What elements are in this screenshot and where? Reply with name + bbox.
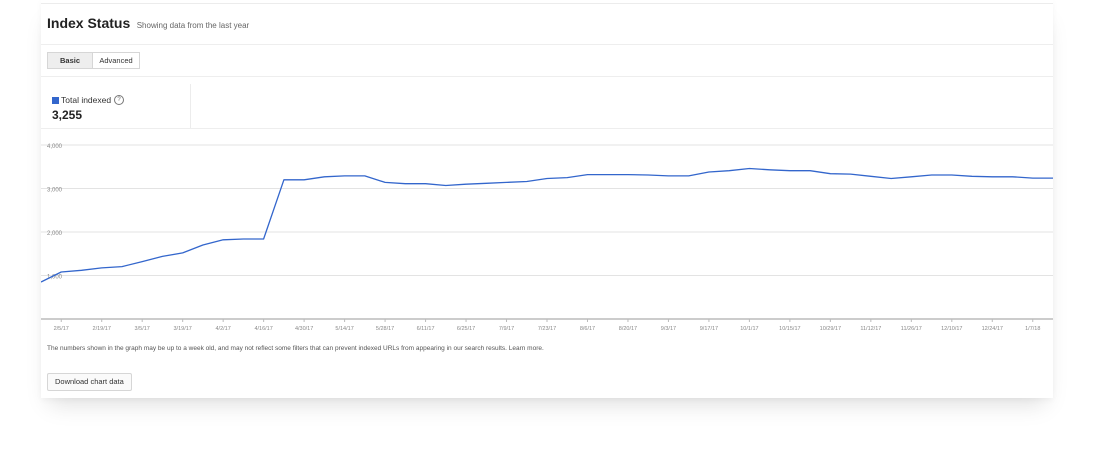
x-tick-label: 3/5/17 — [135, 326, 150, 332]
chart-footnote: The numbers shown in the graph may be up… — [47, 345, 544, 352]
x-tick-label: 2/19/17 — [93, 326, 111, 332]
download-chart-data-button[interactable]: Download chart data — [47, 373, 132, 391]
metric-value: 3,255 — [52, 108, 83, 122]
y-tick-label: 4,000 — [47, 144, 63, 150]
help-circle-icon[interactable]: ? — [114, 95, 125, 105]
header: Index Status Showing data from the last … — [47, 15, 249, 33]
x-tick-label: 12/10/17 — [941, 326, 962, 332]
metric-label: Total indexed — [61, 95, 112, 105]
x-tick-label: 8/20/17 — [619, 326, 637, 332]
divider — [41, 44, 1053, 45]
y-tick-label: 2,000 — [47, 231, 63, 237]
page-title: Index Status — [47, 15, 131, 31]
x-tick-label: 8/6/17 — [580, 326, 595, 332]
x-tick-label: 12/24/17 — [982, 326, 1003, 332]
x-tick-label: 5/14/17 — [335, 326, 353, 332]
x-tick-label: 10/29/17 — [820, 326, 841, 332]
divider — [41, 128, 1053, 129]
x-tick-label: 11/26/17 — [901, 326, 922, 332]
tab-advanced[interactable]: Advanced — [93, 52, 140, 69]
tab-basic[interactable]: Basic — [47, 52, 93, 69]
metric-label-row: Total indexed ? — [52, 95, 125, 105]
x-tick-label: 4/16/17 — [254, 326, 272, 332]
y-tick-label: 1,000 — [47, 275, 63, 281]
series-color-swatch — [52, 96, 59, 104]
x-tick-label: 5/28/17 — [376, 326, 394, 332]
x-tick-label: 7/23/17 — [538, 326, 556, 332]
y-tick-label: 3,000 — [47, 188, 63, 194]
index-status-card: Index Status Showing data from the last … — [41, 0, 1053, 398]
x-tick-label: 3/19/17 — [174, 326, 192, 332]
index-status-chart: 1,000 2,000 3,000 4,000 2/5/17 2/19/17 3/5/17 3… — [41, 144, 1053, 332]
divider — [41, 76, 1053, 77]
x-tick-label: 2/5/17 — [54, 326, 69, 332]
view-tabs: Basic Advanced — [47, 52, 140, 69]
x-tick-label: 4/2/17 — [216, 326, 231, 332]
x-tick-label: 9/3/17 — [661, 326, 676, 332]
x-tick-label: 6/11/17 — [417, 326, 435, 332]
x-tick-label: 7/9/17 — [499, 326, 514, 332]
x-tick-label: 1/7/18 — [1025, 326, 1040, 332]
x-tick-label: 4/30/17 — [295, 326, 313, 332]
total-indexed-metric[interactable]: Total indexed ? 3,255 — [47, 84, 191, 128]
page-subtitle: Showing data from the last year — [136, 21, 250, 30]
x-tick-label: 11/12/17 — [860, 326, 881, 332]
top-divider — [41, 3, 1053, 4]
x-tick-label: 9/17/17 — [700, 326, 718, 332]
x-tick-label: 6/25/17 — [457, 326, 475, 332]
x-tick-label: 10/1/17 — [740, 326, 758, 332]
series-line-total-indexed — [41, 167, 1053, 283]
x-tick-label: 10/15/17 — [779, 326, 800, 332]
